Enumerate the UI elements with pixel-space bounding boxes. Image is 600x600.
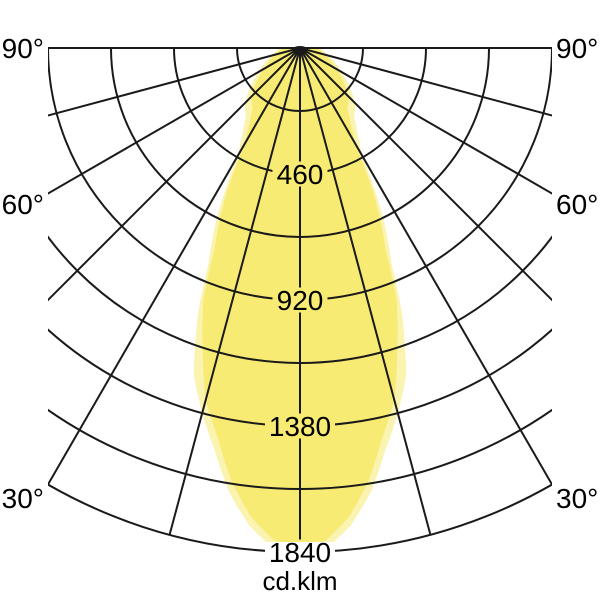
radial-line-30 bbox=[299, 48, 552, 485]
unit-label: cd.klm bbox=[262, 566, 337, 596]
radial-line-75 bbox=[299, 48, 552, 117]
radial-line--60 bbox=[48, 48, 301, 195]
radial-line--75 bbox=[48, 48, 301, 117]
angle-label-right-60: 60° bbox=[556, 189, 598, 220]
ring-label-460: 460 bbox=[277, 159, 324, 190]
angle-label-right-30: 30° bbox=[556, 483, 598, 514]
radial-line--15 bbox=[168, 48, 301, 536]
radial-line-60 bbox=[299, 48, 552, 195]
radial-line--45 bbox=[48, 48, 301, 302]
polar-grid bbox=[48, 48, 552, 554]
radial-line-45 bbox=[299, 48, 552, 302]
ring-label-920: 920 bbox=[277, 285, 324, 316]
angle-label-left-60: 60° bbox=[2, 189, 44, 220]
radial-line--30 bbox=[48, 48, 301, 485]
radial-line-15 bbox=[299, 48, 432, 536]
ring-label-1380: 1380 bbox=[269, 411, 331, 442]
ring-label-1840: 1840 bbox=[269, 537, 331, 568]
angle-label-right-90: 90° bbox=[556, 33, 598, 64]
source-point bbox=[292, 46, 308, 54]
angle-label-left-90: 90° bbox=[2, 33, 44, 64]
angle-label-left-30: 30° bbox=[2, 483, 44, 514]
